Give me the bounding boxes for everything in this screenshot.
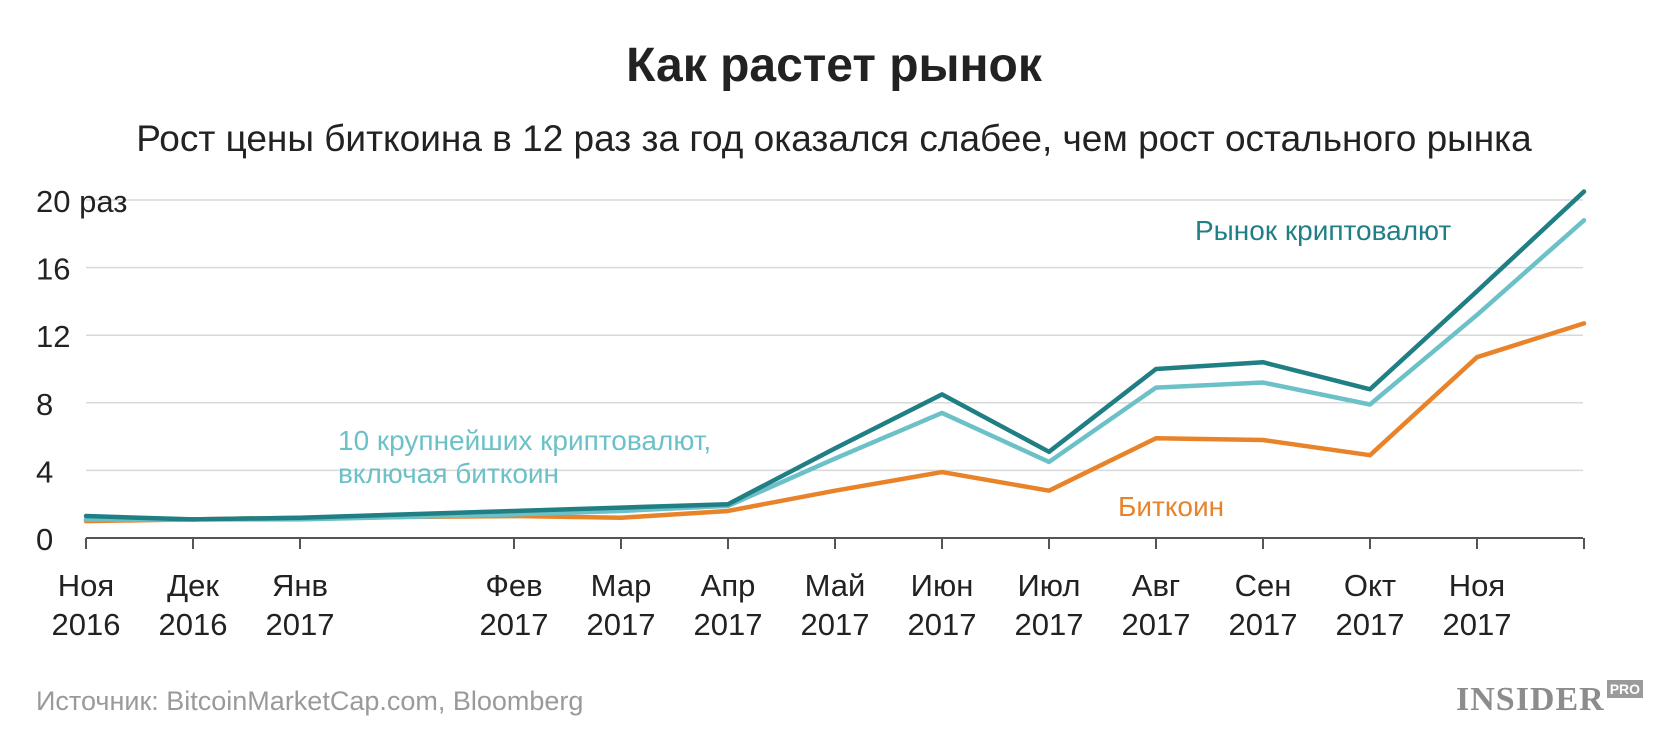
series-label: включая биткоин bbox=[338, 458, 559, 489]
x-tick-label: Ноя bbox=[58, 568, 114, 603]
insider-pro-logo: INSIDER PRO bbox=[1456, 680, 1644, 719]
logo-pro-badge: PRO bbox=[1606, 680, 1644, 698]
series-label: Рынок криптовалют bbox=[1195, 215, 1451, 246]
x-tick-label: 2017 bbox=[1229, 607, 1298, 642]
x-tick-label: 2017 bbox=[1015, 607, 1084, 642]
x-tick-label: 2017 bbox=[801, 607, 870, 642]
x-tick-label: Июл bbox=[1018, 568, 1081, 603]
y-tick-label: 16 bbox=[36, 252, 70, 287]
x-tick-label: Май bbox=[805, 568, 866, 603]
x-tick-label: 2017 bbox=[1443, 607, 1512, 642]
series-lines bbox=[83, 189, 1587, 524]
x-tick-label: Фев bbox=[485, 568, 542, 603]
x-tick-label: 2017 bbox=[266, 607, 335, 642]
x-tick-label: Мар bbox=[591, 568, 652, 603]
x-tick-label: 2017 bbox=[480, 607, 549, 642]
y-tick-label: 8 bbox=[36, 387, 53, 422]
source-note: Источник: BitcoinMarketCap.com, Bloomber… bbox=[36, 686, 584, 716]
series-line-2 bbox=[83, 321, 1587, 524]
logo-main-text: INSIDER bbox=[1456, 681, 1605, 718]
x-tick-label: 2017 bbox=[1336, 607, 1405, 642]
x-tick-label: 2016 bbox=[159, 607, 228, 642]
x-tick-label: 2017 bbox=[908, 607, 977, 642]
x-tick-label: Дек bbox=[167, 568, 219, 603]
chart-subtitle: Рост цены биткоина в 12 раз за год оказа… bbox=[136, 118, 1532, 159]
chart-title: Как растет рынок bbox=[626, 39, 1042, 92]
x-tick-label: Окт bbox=[1344, 568, 1396, 603]
x-tick-label: Июн bbox=[911, 568, 974, 603]
x-tick-label: 2016 bbox=[52, 607, 121, 642]
x-tick-label: Авг bbox=[1132, 568, 1180, 603]
x-axis: Ноя 2016 Дек 2016 Янв 2017 Фев 2017 Мар 2017 Апр 20… bbox=[52, 537, 1585, 642]
x-tick-label: 2017 bbox=[694, 607, 763, 642]
x-tick-label: 2017 bbox=[1122, 607, 1191, 642]
series-label: 10 крупнейших криптовалют, bbox=[338, 425, 711, 456]
y-axis-ticks: 0 4 8 12 16 20 раз bbox=[36, 184, 127, 557]
x-tick-label: Янв bbox=[272, 568, 328, 603]
x-tick-label: 2017 bbox=[587, 607, 656, 642]
x-tick-label: Сен bbox=[1235, 568, 1292, 603]
y-tick-label: 0 bbox=[36, 522, 53, 557]
y-tick-label: 4 bbox=[36, 454, 53, 489]
series-annotations: Рынок криптовалют 10 крупнейших криптовал… bbox=[338, 215, 1451, 522]
y-tick-label: 12 bbox=[36, 319, 70, 354]
series-label: Биткоин bbox=[1118, 491, 1224, 522]
y-tick-label: 20 раз bbox=[36, 184, 127, 219]
grid-lines bbox=[86, 199, 1583, 472]
x-tick-label: Ноя bbox=[1449, 568, 1505, 603]
series-line-1 bbox=[83, 218, 1587, 522]
series-line-0 bbox=[83, 189, 1587, 522]
x-tick-label: Апр bbox=[701, 568, 756, 603]
